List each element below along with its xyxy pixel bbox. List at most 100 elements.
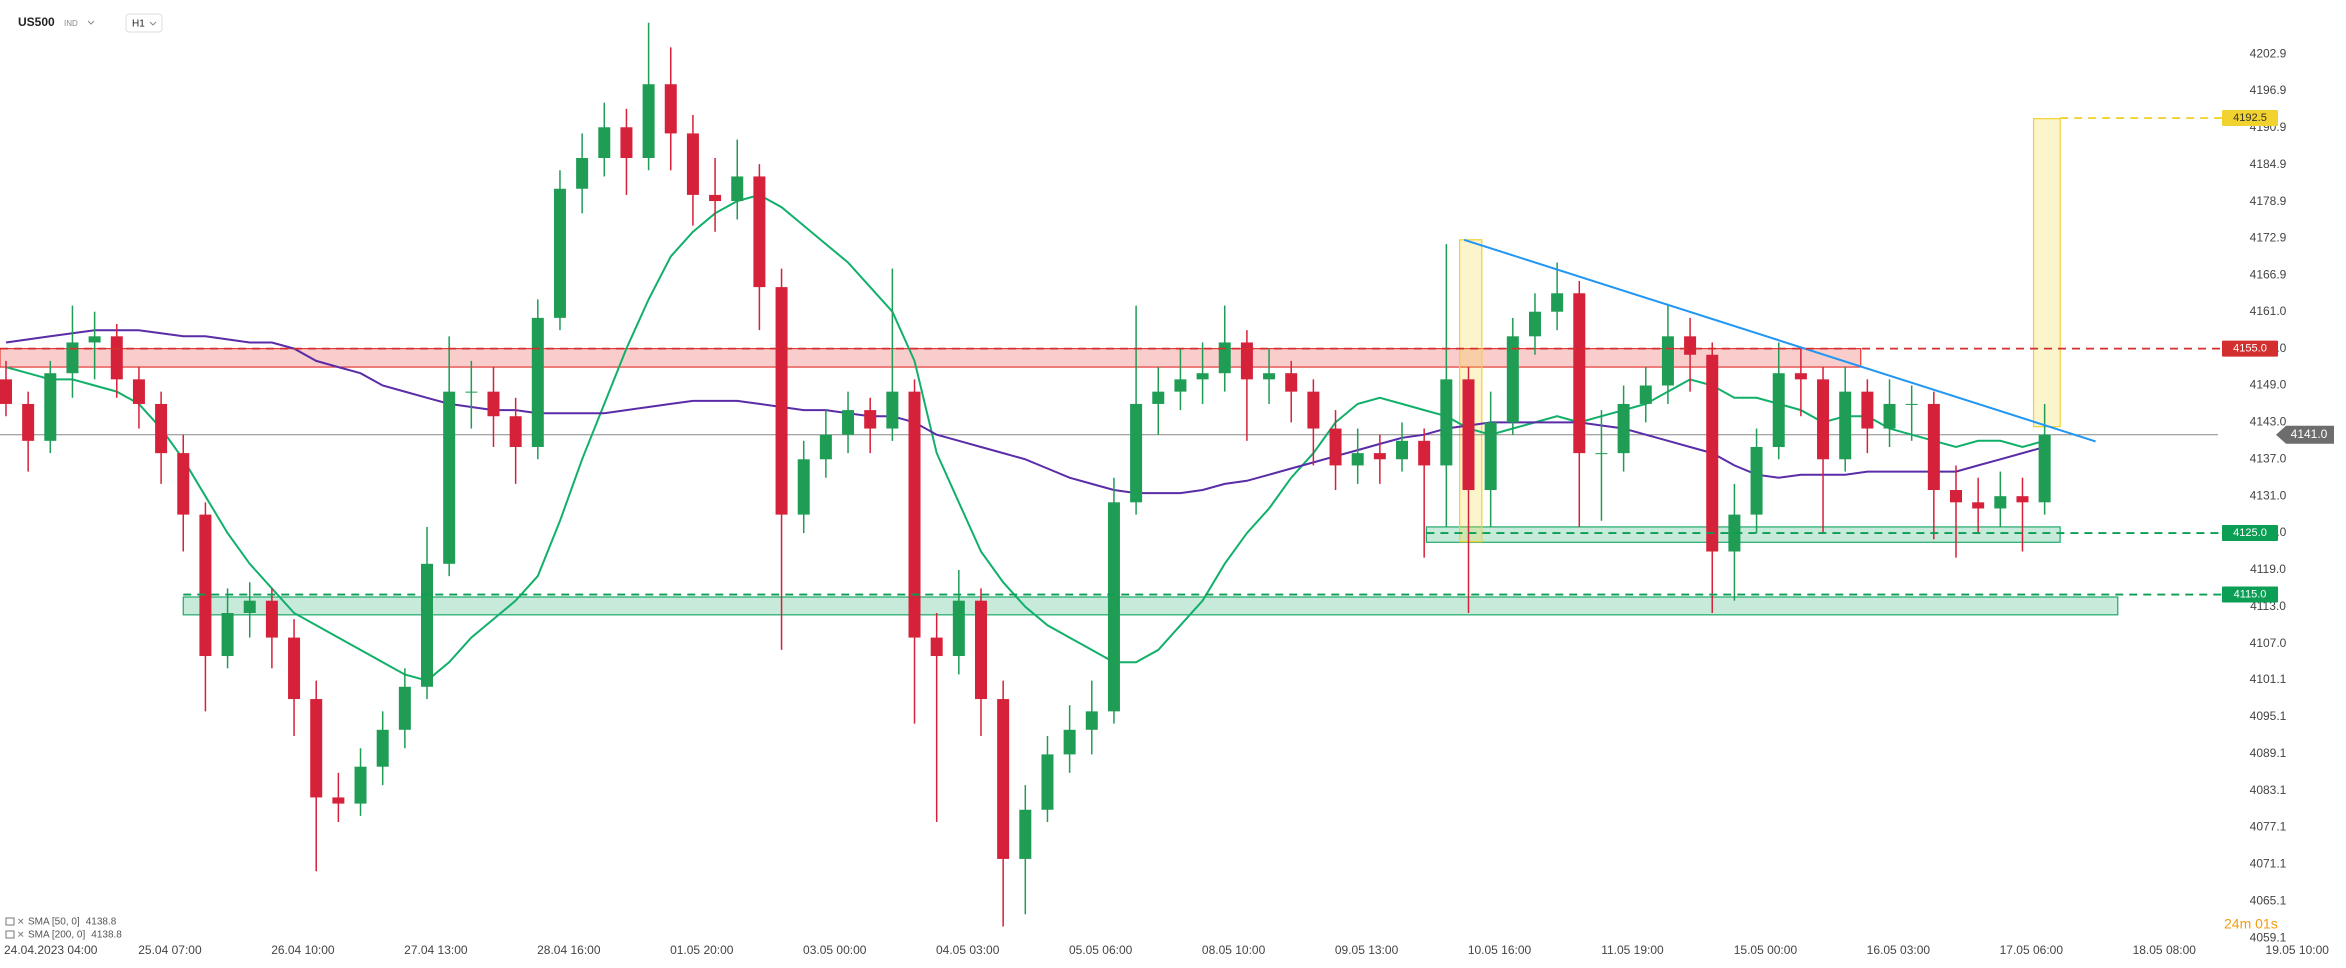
symbol-dropdown[interactable] bbox=[87, 20, 95, 25]
y-tick-label: 4196.9 bbox=[2250, 83, 2287, 97]
candle-body bbox=[265, 600, 278, 638]
candle-body bbox=[1329, 428, 1342, 466]
candle-body bbox=[842, 410, 855, 435]
candle-body bbox=[553, 188, 566, 318]
candle-body bbox=[731, 176, 744, 202]
timer: 24m 01s bbox=[2224, 916, 2278, 932]
candle-body bbox=[576, 158, 589, 189]
x-tick-label: 11.05 19:00 bbox=[1601, 943, 1664, 957]
candle-body bbox=[1817, 379, 1830, 460]
candle-body bbox=[398, 686, 411, 730]
legend-value: 4138.8 bbox=[86, 917, 117, 928]
candle-body bbox=[2038, 434, 2051, 503]
candle-body bbox=[1285, 373, 1298, 392]
candle-body bbox=[1396, 440, 1409, 460]
candle-body bbox=[1418, 440, 1431, 466]
level-label: 4115.0 bbox=[2234, 588, 2267, 600]
candle-body bbox=[1617, 403, 1630, 454]
candle-body bbox=[465, 391, 478, 393]
legend-swatch bbox=[5, 930, 15, 939]
interval-button[interactable] bbox=[125, 13, 163, 33]
y-tick-label: 4202.9 bbox=[2250, 46, 2287, 60]
x-tick-label: 28.04 16:00 bbox=[537, 943, 601, 957]
interval[interactable]: H1 bbox=[132, 19, 145, 30]
candle-body bbox=[886, 391, 899, 429]
y-tick-label: 4149.0 bbox=[2250, 378, 2287, 392]
y-tick-label: 4095.1 bbox=[2250, 709, 2287, 723]
y-tick-label: 4178.9 bbox=[2250, 194, 2287, 208]
candle-body bbox=[1484, 422, 1497, 491]
candle-body bbox=[531, 317, 544, 447]
legend-icon: ✕ bbox=[17, 929, 25, 939]
level-tag bbox=[2222, 340, 2278, 357]
candle-body bbox=[221, 612, 234, 657]
y-tick-label: 4161.0 bbox=[2250, 304, 2287, 318]
candle-body bbox=[1307, 391, 1320, 429]
x-tick-label: 26.04 10:00 bbox=[271, 943, 335, 957]
candle-body bbox=[1573, 293, 1586, 454]
candle-body bbox=[199, 514, 212, 657]
candle-body bbox=[1972, 502, 1985, 509]
current-price-label: 4141.0 bbox=[2291, 427, 2328, 441]
candle-body bbox=[88, 336, 101, 343]
legend-name: SMA [200, 0] bbox=[28, 930, 85, 941]
y-tick-label: 4065.1 bbox=[2250, 894, 2287, 908]
x-tick-label: 09.05 13:00 bbox=[1335, 943, 1399, 957]
candle-body bbox=[1152, 391, 1165, 404]
y-tick-label: 4172.9 bbox=[2250, 231, 2287, 245]
interval-dropdown[interactable] bbox=[149, 21, 157, 26]
legend-swatch bbox=[5, 917, 15, 926]
symbol[interactable]: US500 bbox=[18, 15, 55, 29]
candle-body bbox=[1772, 373, 1785, 447]
candle-body bbox=[509, 416, 522, 447]
sma-line bbox=[5, 193, 2045, 682]
candle-body bbox=[864, 410, 877, 429]
y-tick-label: 4089.1 bbox=[2250, 746, 2287, 760]
legend-value: 4138.8 bbox=[91, 930, 122, 941]
candle-body bbox=[310, 699, 323, 798]
candle-body bbox=[709, 194, 722, 202]
candle-body bbox=[0, 379, 12, 404]
candle-body bbox=[1794, 373, 1807, 380]
candle-body bbox=[1440, 379, 1453, 466]
candle-body bbox=[44, 373, 57, 441]
zone bbox=[182, 596, 2119, 616]
y-tick-label: 4059.1 bbox=[2250, 930, 2287, 944]
trendline bbox=[1463, 238, 2096, 443]
level-tag bbox=[2222, 525, 2278, 542]
level-tag bbox=[2222, 586, 2278, 603]
candle-body bbox=[819, 434, 832, 460]
x-tick-label: 25.04 07:00 bbox=[138, 943, 202, 957]
symbol-tag: IND bbox=[64, 19, 78, 28]
x-tick-label: 04.05 03:00 bbox=[936, 943, 1000, 957]
y-tick-label: 4101.1 bbox=[2250, 672, 2287, 686]
candle-body bbox=[288, 637, 301, 700]
candle-body bbox=[1019, 809, 1032, 859]
candle-body bbox=[1085, 711, 1098, 730]
candle-body bbox=[642, 84, 655, 159]
candle-body bbox=[177, 453, 190, 515]
candle-body bbox=[354, 766, 367, 804]
candle-body bbox=[908, 391, 921, 638]
zone bbox=[1425, 526, 2061, 543]
candle-body bbox=[1263, 373, 1276, 380]
candle-body bbox=[1373, 453, 1386, 460]
candle-body bbox=[243, 600, 256, 613]
y-tick-label: 4137.0 bbox=[2250, 451, 2287, 465]
candle-body bbox=[1506, 336, 1519, 423]
y-tick-label: 4131.0 bbox=[2250, 488, 2287, 502]
x-tick-label: 01.05 20:00 bbox=[670, 943, 734, 957]
zone bbox=[2032, 118, 2061, 428]
level-label: 4155.0 bbox=[2233, 343, 2267, 355]
candle-body bbox=[1130, 403, 1143, 503]
candle-body bbox=[1551, 293, 1564, 312]
x-tick-label: 17.05 06:00 bbox=[2000, 943, 2064, 957]
candle-body bbox=[753, 176, 766, 288]
candle-body bbox=[1750, 446, 1763, 515]
x-tick-label: 05.05 06:00 bbox=[1069, 943, 1133, 957]
candle-body bbox=[443, 391, 456, 564]
candle-body bbox=[997, 699, 1010, 859]
candle-body bbox=[487, 391, 500, 417]
x-tick-label: 03.05 00:00 bbox=[803, 943, 867, 957]
